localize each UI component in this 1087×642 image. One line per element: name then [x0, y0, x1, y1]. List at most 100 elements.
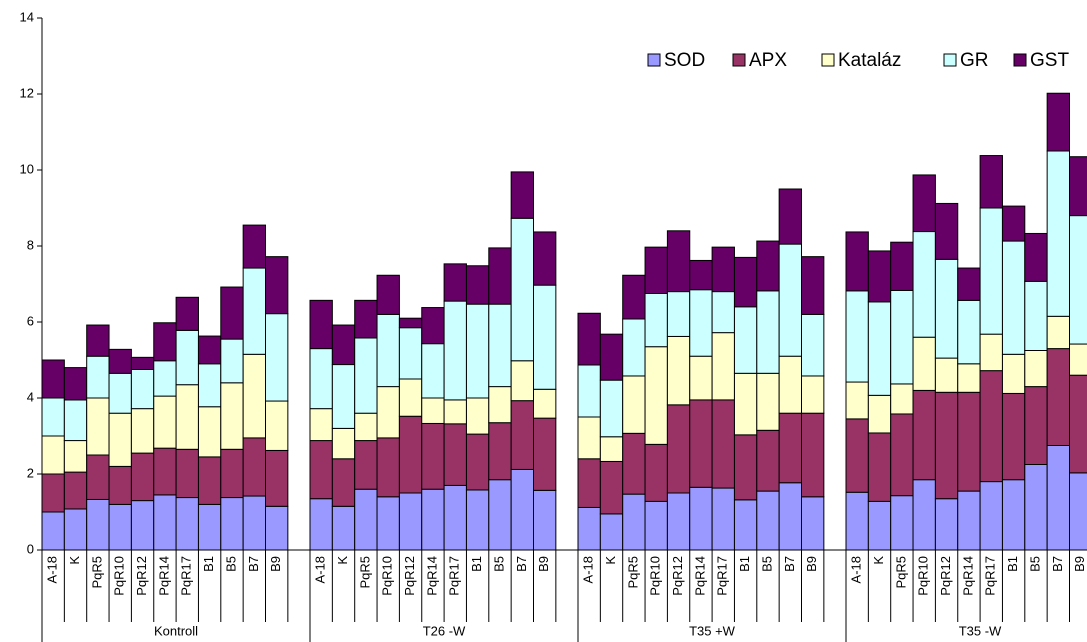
bar-segment: [175, 497, 199, 551]
x-tick-label: B1: [201, 556, 216, 572]
bar-segment: [979, 370, 1003, 483]
bar-segment: [63, 508, 88, 551]
legend-swatch: [943, 53, 957, 67]
bar-segment: [689, 259, 713, 291]
bar-segment: [912, 174, 936, 233]
legend-swatch: [647, 53, 661, 67]
bar-segment: [890, 495, 914, 551]
bar-segment: [756, 490, 780, 551]
bar-segment: [376, 274, 400, 315]
bar-segment: [1001, 392, 1026, 481]
bar-segment: [510, 400, 534, 470]
bar-segment: [1069, 374, 1087, 474]
bar-segment: [63, 367, 88, 401]
x-tick-label: PqR5: [89, 556, 104, 589]
bar-segment: [86, 397, 110, 456]
x-tick-label: PqR5: [625, 556, 640, 589]
bar-segment: [845, 290, 869, 383]
bar-segment: [354, 440, 378, 490]
bar-segment: [242, 353, 266, 439]
bar-segment: [867, 500, 892, 551]
bar-segment: [421, 307, 445, 345]
group-label: T26 -W: [423, 623, 466, 638]
x-tick-label: B7: [1050, 556, 1065, 572]
bar-segment: [1046, 92, 1071, 152]
bar-segment: [801, 496, 825, 551]
bar-segment: [242, 224, 266, 269]
bar-segment: [622, 432, 646, 495]
y-tick-label: 6: [27, 313, 34, 328]
bar-segment: [934, 258, 959, 359]
x-tick-label: PqR17: [983, 556, 998, 596]
x-tick-label: PqR17: [447, 556, 462, 596]
bar-segment: [622, 493, 646, 551]
x-tick-label: B5: [1027, 556, 1042, 572]
x-tick-label: PqR10: [380, 556, 395, 596]
bar-segment: [666, 335, 691, 406]
bar-segment: [86, 324, 110, 357]
bar-segment: [890, 383, 914, 415]
bar-segment: [666, 291, 691, 337]
bar-segment: [533, 388, 557, 419]
bar-segment: [756, 429, 780, 492]
bar-segment: [331, 324, 356, 366]
bar-segment: [465, 433, 490, 491]
bar-segment: [175, 384, 199, 450]
y-tick-label: 10: [20, 161, 34, 176]
bar-segment: [86, 454, 110, 500]
bar-segment: [220, 497, 244, 551]
bar-segment: [309, 440, 333, 500]
bar-segment: [1046, 348, 1071, 447]
bar-segment: [1024, 280, 1048, 351]
bar-segment: [644, 346, 668, 445]
y-tick-label: 8: [27, 237, 34, 252]
bar-segment: [41, 511, 65, 551]
bar-segment: [331, 458, 356, 507]
bar-segment: [331, 427, 356, 460]
bar-segment: [957, 490, 981, 551]
bar-segment: [733, 499, 758, 551]
bar-segment: [108, 503, 132, 551]
bar-segment: [1069, 215, 1087, 345]
bar-segment: [488, 303, 512, 388]
bar-segment: [220, 382, 244, 450]
bar-segment: [242, 437, 266, 497]
y-tick-label: 4: [27, 389, 34, 404]
bar-segment: [1046, 445, 1071, 551]
bar-segment: [153, 395, 177, 449]
group-label: T35 -W: [959, 623, 1002, 638]
bar-segment: [465, 397, 490, 435]
bar-segment: [309, 348, 333, 410]
bar-segment: [265, 256, 289, 315]
bar-segment: [890, 289, 914, 385]
bar-segment: [867, 250, 892, 303]
bar-segment: [845, 491, 869, 551]
bar-segment: [756, 290, 780, 374]
bar-segment: [153, 447, 177, 496]
bar-segment: [711, 487, 735, 551]
bar-segment: [443, 300, 467, 401]
bar-segment: [130, 452, 155, 502]
legend-label: Kataláz: [838, 50, 901, 71]
bar-segment: [622, 318, 646, 377]
bar-segment: [711, 291, 735, 334]
x-tick-label: PqR17: [179, 556, 194, 596]
bar-segment: [778, 355, 803, 414]
bar-segment: [443, 423, 467, 486]
bar-segment: [666, 230, 691, 293]
bar-segment: [153, 360, 177, 397]
bar-segment: [130, 408, 155, 454]
x-tick-label: K: [67, 556, 82, 565]
bar-segment: [801, 313, 825, 377]
bar-segment: [376, 386, 400, 439]
x-tick-label: B5: [223, 556, 238, 572]
bar-segment: [622, 274, 646, 320]
legend-swatch: [821, 53, 835, 67]
bar-segment: [421, 343, 445, 399]
y-tick-label: 0: [27, 541, 34, 556]
bar-segment: [398, 492, 423, 551]
bar-segment: [845, 381, 869, 420]
x-tick-label: PqR14: [960, 556, 975, 596]
bar-segment: [912, 231, 936, 338]
x-tick-label: PqR14: [156, 556, 171, 596]
